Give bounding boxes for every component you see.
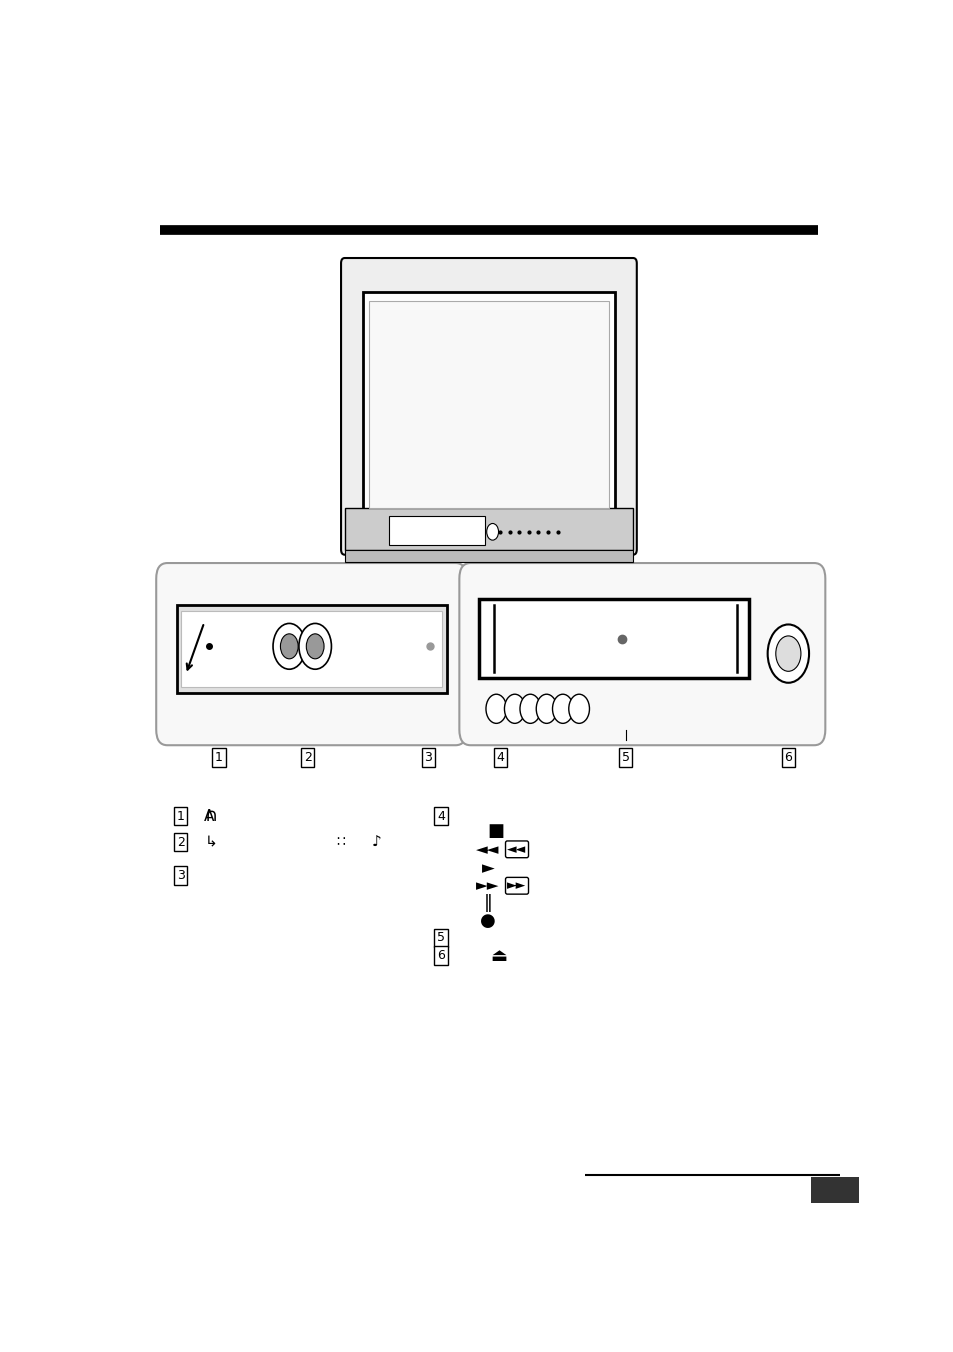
Circle shape (552, 694, 573, 723)
Text: 5: 5 (436, 932, 444, 944)
FancyBboxPatch shape (156, 562, 466, 745)
Text: 5: 5 (621, 752, 629, 764)
Circle shape (273, 623, 305, 669)
Bar (369, 300, 608, 508)
Circle shape (486, 523, 498, 541)
Text: ■: ■ (487, 822, 504, 840)
Text: ↳: ↳ (204, 834, 216, 849)
Circle shape (536, 694, 557, 723)
Circle shape (306, 634, 324, 658)
Text: ►►: ►► (507, 879, 526, 892)
Text: 4: 4 (497, 752, 504, 764)
Text: ∷: ∷ (336, 836, 345, 849)
FancyBboxPatch shape (459, 562, 824, 745)
Text: 3: 3 (176, 869, 184, 882)
Text: 6: 6 (436, 949, 444, 963)
Bar (478, 599, 748, 677)
Text: ●: ● (479, 913, 496, 930)
Text: ►►: ►► (476, 879, 499, 894)
Text: 4: 4 (436, 810, 444, 822)
Bar (181, 611, 442, 687)
Bar (344, 508, 633, 549)
Circle shape (280, 634, 298, 658)
Circle shape (767, 625, 808, 683)
Text: ♪: ♪ (372, 834, 381, 849)
Bar (176, 604, 446, 694)
Text: ‖: ‖ (483, 895, 492, 913)
Text: 3: 3 (424, 752, 432, 764)
Circle shape (298, 623, 331, 669)
Text: ◄◄: ◄◄ (476, 842, 499, 857)
Text: A: A (204, 808, 214, 823)
Circle shape (775, 635, 801, 672)
Text: ►: ► (481, 859, 494, 877)
Bar (363, 292, 614, 516)
Text: 2: 2 (176, 836, 184, 849)
Text: 2: 2 (303, 752, 312, 764)
Text: ⏏: ⏏ (490, 946, 506, 964)
Text: 6: 6 (783, 752, 792, 764)
Text: 1: 1 (176, 810, 184, 822)
Circle shape (504, 694, 524, 723)
Bar (810, 1178, 858, 1203)
Bar (344, 549, 633, 562)
Text: ∩: ∩ (204, 807, 217, 825)
FancyBboxPatch shape (341, 258, 637, 554)
Circle shape (485, 694, 506, 723)
Text: 1: 1 (214, 752, 223, 764)
Circle shape (568, 694, 589, 723)
Circle shape (519, 694, 540, 723)
Text: ◄◄: ◄◄ (507, 842, 526, 856)
Bar (389, 516, 485, 545)
